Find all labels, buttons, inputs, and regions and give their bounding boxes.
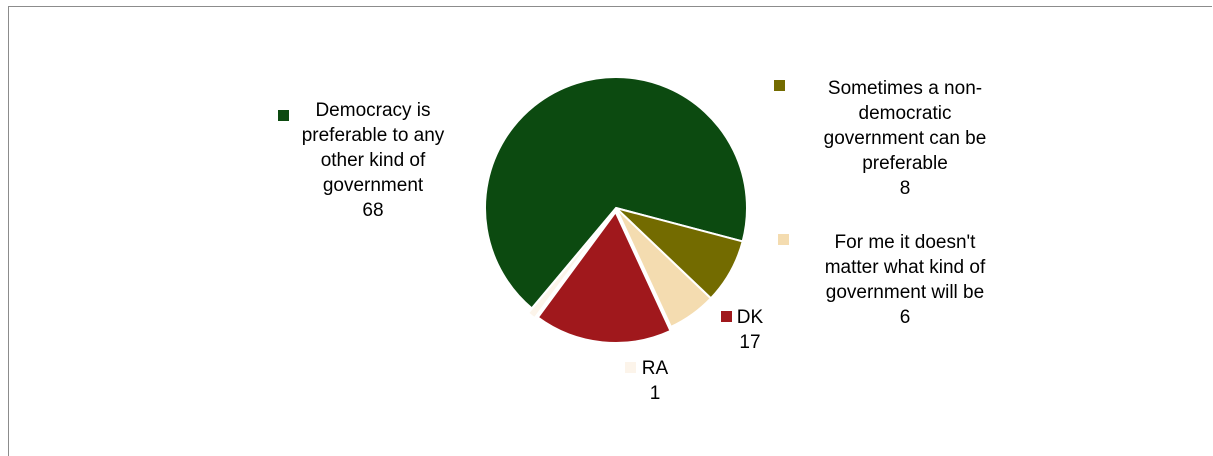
legend-swatch-1 <box>774 80 785 91</box>
slice-label-line: Democracy is <box>315 100 431 121</box>
slice-value-label: 6 <box>899 307 911 328</box>
legend-swatch-4 <box>625 362 636 373</box>
pie-slice-3 <box>536 210 672 344</box>
slice-label-line: For me it doesn't <box>834 232 976 253</box>
slice-label-line: DK <box>736 307 764 328</box>
legend-swatch-0 <box>278 110 289 121</box>
legend-swatch-2 <box>778 234 789 245</box>
slice-value-label: 68 <box>362 200 384 221</box>
slice-label-line: RA <box>641 358 669 379</box>
slice-label-line: government <box>322 175 424 196</box>
pie-slice-2 <box>615 207 713 329</box>
slice-label-line: government will be <box>825 282 985 303</box>
slice-label-line: Sometimes a non- <box>827 78 983 99</box>
slice-label-line: other kind of <box>320 150 426 171</box>
slice-label-2: For me it doesn't matter what kind of gove… <box>770 230 1040 330</box>
pie-slice-0 <box>484 76 748 310</box>
slice-value-label: 17 <box>739 332 761 353</box>
slice-label-line: democratic <box>858 103 952 124</box>
slice-label-4: RA 1 <box>600 356 710 406</box>
pie-slice-4 <box>526 212 614 320</box>
chart-frame <box>8 6 1212 456</box>
slice-label-line: preferable to any <box>301 125 445 146</box>
slice-label-3: DK 17 <box>705 305 795 355</box>
slice-value-label: 1 <box>649 383 661 404</box>
slice-label-line: government can be <box>823 128 987 149</box>
slice-label-0: Democracy is preferable to any other kind … <box>278 98 468 223</box>
slice-value-label: 8 <box>899 178 911 199</box>
legend-swatch-3 <box>721 311 732 322</box>
slice-label-line: matter what kind of <box>824 257 986 278</box>
slice-label-line: preferable <box>862 153 948 174</box>
slice-label-1: Sometimes a non-democratic government can… <box>770 76 1040 201</box>
